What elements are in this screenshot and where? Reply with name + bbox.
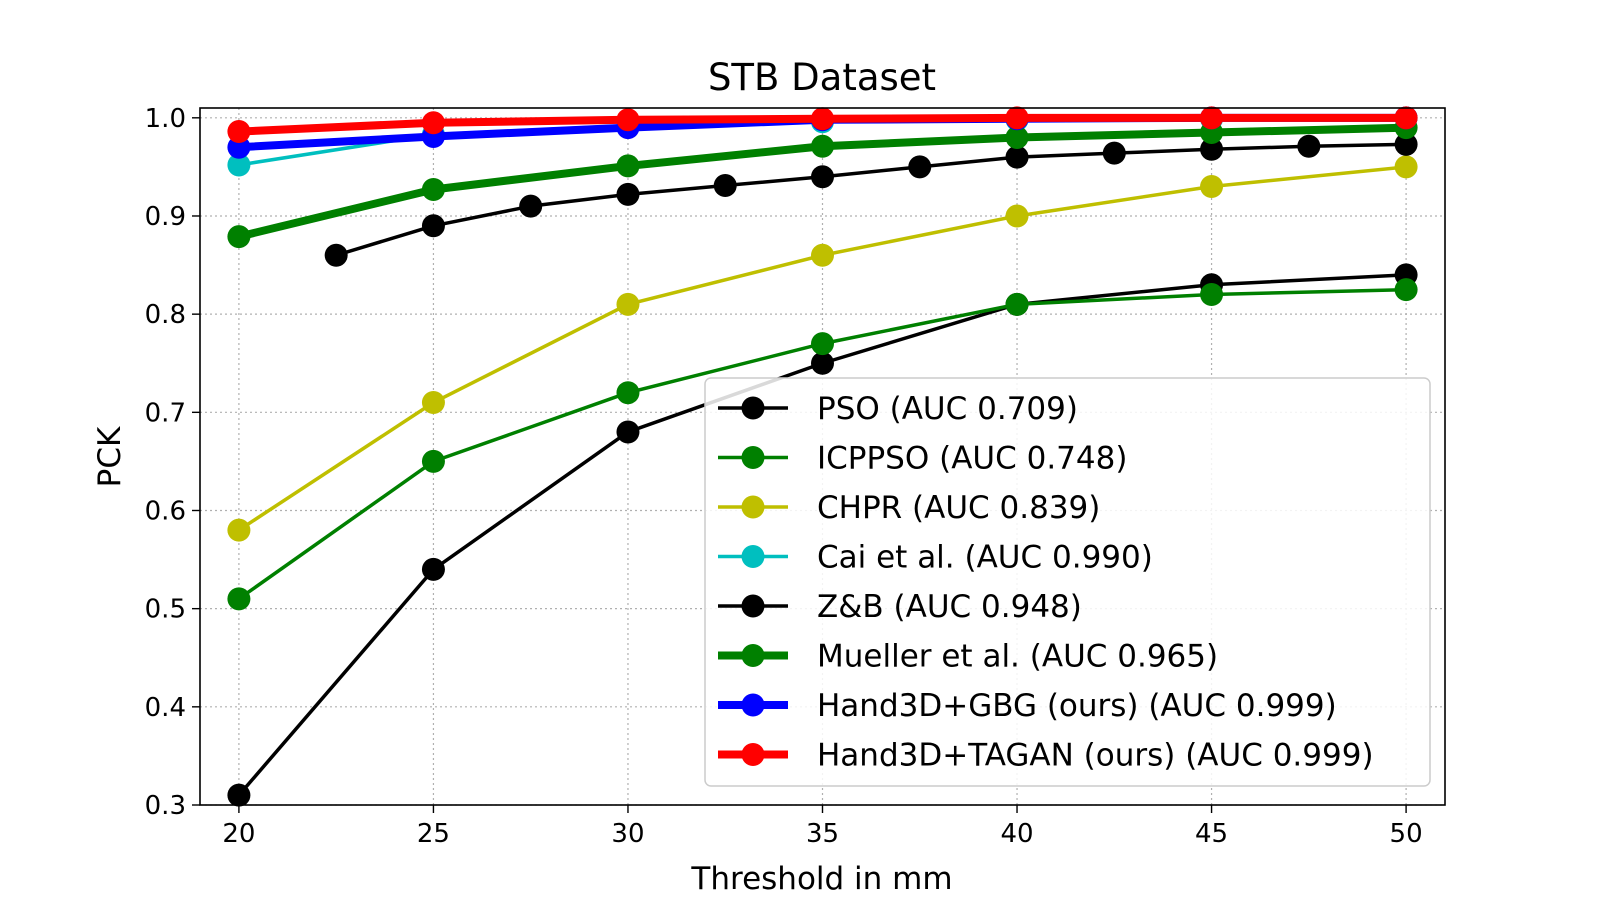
y-tick-label: 0.6 — [145, 496, 186, 526]
data-point — [324, 243, 348, 267]
chart-title: STB Dataset — [708, 56, 936, 99]
legend-swatch-marker — [741, 396, 765, 420]
legend-item-pso-auc-0-709: PSO (AUC 0.709) — [718, 391, 1078, 427]
data-point — [1394, 155, 1418, 179]
data-point — [908, 155, 932, 179]
data-point — [1005, 204, 1029, 228]
y-tick-label: 0.5 — [145, 595, 186, 625]
series-line — [334, 142, 1408, 258]
data-point — [616, 182, 640, 206]
x-tick-label: 45 — [1195, 819, 1228, 849]
x-tick-label: 20 — [222, 819, 255, 849]
legend-label: Mueller et al. (AUC 0.965) — [817, 639, 1218, 675]
data-point — [227, 120, 251, 144]
data-point — [421, 111, 445, 135]
data-point — [1005, 292, 1029, 316]
data-point — [1005, 106, 1029, 130]
x-tick-label: 25 — [417, 819, 450, 849]
legend: PSO (AUC 0.709) ICPPSO (AUC 0.748) CHPR (A… — [704, 377, 1431, 787]
data-point — [811, 351, 834, 375]
data-point — [227, 225, 251, 249]
x-tick-label: 30 — [611, 819, 644, 849]
legend-items: PSO (AUC 0.709) ICPPSO (AUC 0.748) CHPR (A… — [718, 391, 1374, 774]
x-tick-label: 50 — [1390, 819, 1423, 849]
legend-label: CHPR (AUC 0.839) — [817, 490, 1100, 526]
x-tick-label: 35 — [806, 819, 839, 849]
legend-swatch-marker — [741, 495, 765, 519]
legend-label: PSO (AUC 0.709) — [817, 391, 1078, 427]
x-tick-label: 40 — [1000, 819, 1033, 849]
data-point — [227, 518, 251, 542]
series-icppso-auc-0-748 — [227, 278, 1418, 611]
data-point — [616, 154, 640, 178]
data-point — [616, 381, 640, 405]
series-layer — [227, 106, 1418, 807]
y-axis: 0.3 0.4 0.5 0.6 0.7 0.8 0.9 1.0 — [145, 104, 200, 821]
data-point — [421, 557, 445, 581]
legend-label: ICPPSO (AUC 0.748) — [817, 441, 1127, 477]
legend-swatch-marker — [741, 693, 765, 717]
data-point — [519, 194, 543, 218]
data-point — [1005, 125, 1029, 149]
data-point — [1200, 283, 1224, 307]
y-tick-label: 0.7 — [145, 398, 186, 428]
series-z-b-auc-0-948 — [324, 132, 1418, 267]
legend-swatch-marker — [741, 446, 765, 469]
y-axis-label: PCK — [92, 426, 128, 487]
data-point — [421, 177, 445, 201]
y-tick-label: 0.4 — [145, 693, 186, 723]
legend-label: Z&B (AUC 0.948) — [817, 589, 1082, 625]
data-point — [811, 165, 834, 189]
data-point — [227, 783, 251, 807]
data-point — [1200, 137, 1224, 161]
x-axis: 20 25 30 35 40 45 50 — [222, 805, 1423, 849]
y-tick-label: 0.8 — [145, 300, 186, 330]
data-point — [227, 153, 251, 177]
legend-item-cai-et-al-auc-0-990: Cai et al. (AUC 0.990) — [718, 540, 1153, 576]
data-point — [1200, 106, 1224, 130]
legend-label: Hand3D+GBG (ours) (AUC 0.999) — [817, 688, 1337, 724]
data-point — [1297, 134, 1321, 158]
legend-item-icppso-auc-0-748: ICPPSO (AUC 0.748) — [718, 441, 1127, 477]
data-point — [1394, 132, 1418, 156]
series-chpr-auc-0-839 — [227, 155, 1418, 542]
x-axis-label: Threshold in mm — [690, 861, 952, 897]
y-tick-label: 1.0 — [145, 104, 186, 134]
legend-frame — [704, 377, 1431, 787]
legend-label: Hand3D+TAGAN (ours) (AUC 0.999) — [817, 738, 1374, 774]
data-point — [616, 420, 640, 444]
data-point — [811, 332, 834, 356]
legend-item-hand3d-gbg-ours-auc-0-999: Hand3D+GBG (ours) (AUC 0.999) — [718, 688, 1337, 724]
data-point — [421, 391, 445, 415]
data-point — [227, 587, 251, 611]
legend-item-mueller-et-al-auc-0-965: Mueller et al. (AUC 0.965) — [718, 639, 1218, 675]
data-point — [713, 174, 737, 198]
data-point — [616, 292, 640, 316]
legend-item-chpr-auc-0-839: CHPR (AUC 0.839) — [718, 490, 1100, 526]
data-point — [421, 214, 445, 238]
series-hand3d-tagan-ours-auc-0-999 — [227, 106, 1418, 144]
data-point — [811, 243, 834, 267]
legend-swatch-marker — [741, 594, 765, 618]
legend-swatch-marker — [741, 644, 765, 667]
data-point — [1102, 141, 1126, 165]
legend-swatch-marker — [741, 743, 765, 766]
data-point — [811, 134, 834, 158]
legend-item-hand3d-tagan-ours-auc-0-999: Hand3D+TAGAN (ours) (AUC 0.999) — [718, 738, 1374, 774]
data-point — [1200, 175, 1224, 199]
legend-label: Cai et al. (AUC 0.990) — [817, 540, 1153, 576]
y-tick-label: 0.9 — [145, 202, 186, 232]
series-mueller-et-al-auc-0-965 — [227, 116, 1418, 249]
data-point — [421, 449, 445, 473]
data-point — [1394, 106, 1418, 130]
legend-swatch-marker — [741, 545, 765, 568]
data-point — [616, 108, 640, 132]
data-point — [811, 107, 834, 131]
data-point — [1005, 145, 1029, 169]
data-point — [1394, 278, 1418, 302]
y-tick-label: 0.3 — [145, 791, 186, 821]
legend-item-z-b-auc-0-948: Z&B (AUC 0.948) — [718, 589, 1082, 625]
